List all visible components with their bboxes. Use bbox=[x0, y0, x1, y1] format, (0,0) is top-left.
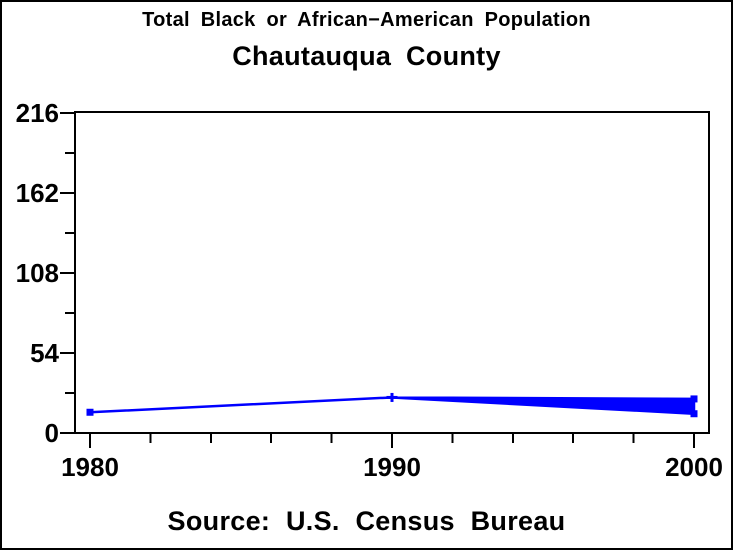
y-axis-tick-label: 0 bbox=[45, 418, 59, 448]
x-axis-tick-label: 1990 bbox=[363, 452, 421, 482]
marker-1980-square bbox=[86, 408, 94, 416]
source-footnote: Source: U.S. Census Bureau bbox=[167, 506, 566, 536]
marker-2000-lower-square bbox=[690, 410, 698, 418]
y-axis-tick-label: 162 bbox=[16, 178, 59, 208]
data-band bbox=[88, 396, 696, 415]
y-axis-tick-label: 216 bbox=[16, 98, 59, 128]
chart-subtitle: Chautauqua County bbox=[232, 41, 501, 71]
x-axis-tick-label: 1980 bbox=[61, 452, 119, 482]
x-axis-tick-label: 2000 bbox=[665, 452, 723, 482]
y-axis-tick-label: 54 bbox=[30, 338, 59, 368]
chart-title: Total Black or African−American Populati… bbox=[142, 9, 591, 31]
marker-2000-upper-square bbox=[690, 395, 698, 403]
y-axis-tick-label: 108 bbox=[16, 258, 59, 288]
plot-frame bbox=[74, 111, 710, 434]
